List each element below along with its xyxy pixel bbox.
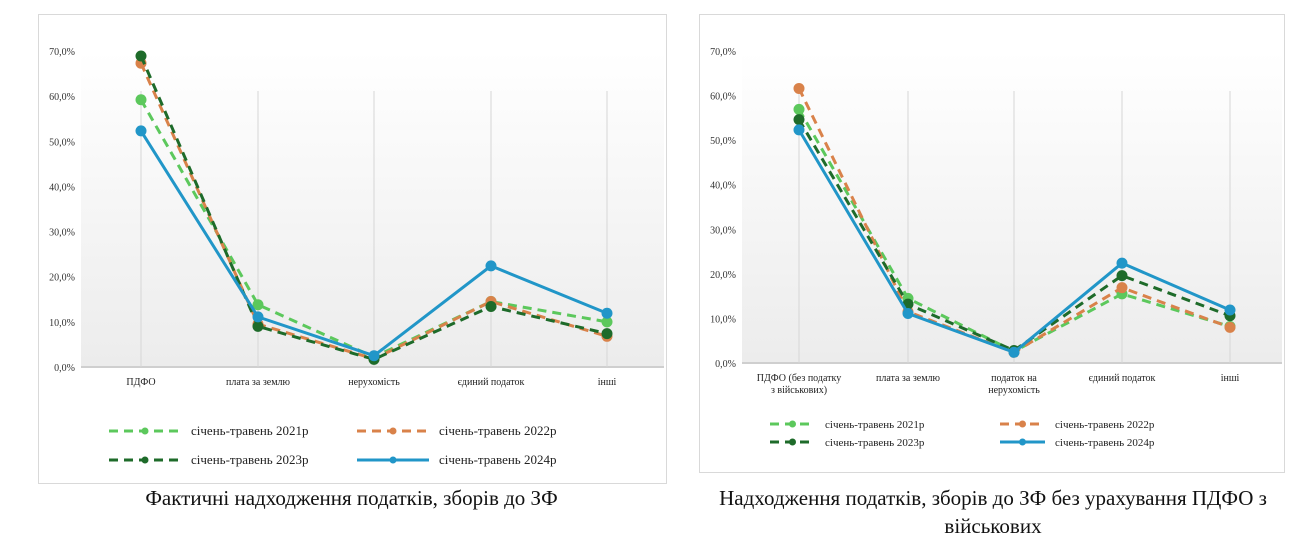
data-point [793,103,805,115]
legend-swatch-marker [1019,438,1026,446]
legend-swatch-marker [1019,420,1026,428]
y-tick-label: 30,0% [710,225,736,236]
data-point [252,299,264,311]
data-point [1116,270,1128,282]
chart-revenues-without-military-pdfo: 0,0% 10,0% 20,0% 30,0% 40,0% 50,0% 60,0% 70,0% П… [699,14,1285,473]
x-tick-label: ПДФО [126,377,155,388]
y-tick-label: 20,0% [49,273,75,284]
x-tick-label: інші [598,377,617,388]
data-point [485,260,497,272]
x-tick-label: плата за землю [226,377,291,388]
data-point [793,124,805,136]
data-point [793,82,805,94]
data-point [485,301,497,313]
plot-area [81,51,664,367]
plot-area [742,51,1282,363]
legend-label: січень-травень 2023р [191,452,308,467]
y-tick-label: 50,0% [710,136,736,147]
x-tick-label: з військових) [771,385,827,396]
y-tick-label: 10,0% [49,318,75,329]
x-tick-label: єдиний податок [1089,373,1156,384]
y-tick-label: 60,0% [49,92,75,103]
y-tick-label: 60,0% [710,92,736,103]
chart-caption: Надходження податків, зборів до ЗФ без у… [719,486,1267,538]
data-point [135,125,147,137]
data-point [601,328,613,340]
data-point [135,50,147,62]
y-tick-label: 20,0% [710,270,736,281]
y-tick-label: 40,0% [710,181,736,192]
x-tick-label: податок на [991,373,1037,384]
data-point [252,320,264,332]
legend-label: січень-травень 2021р [191,423,308,438]
data-point [1008,346,1020,358]
data-point [902,308,914,320]
y-tick-label: 10,0% [710,314,736,325]
x-tick-label: нерухомість [988,385,1040,396]
data-point [1116,282,1128,294]
legend-label: січень-травень 2021р [825,419,925,431]
y-tick-label: 70,0% [710,47,736,58]
data-point [1224,321,1236,333]
data-point [1224,304,1236,316]
y-tick-label: 40,0% [49,182,75,193]
y-tick-label: 70,0% [49,47,75,58]
legend-swatch-marker [141,456,149,464]
legend-swatch-marker [789,438,796,446]
chart-fact-revenues: 0,0% 10,0% 20,0% 30,0% 40,0% 50,0% 60,0% 70,0% П… [38,14,667,484]
chart-svg: 0,0% 10,0% 20,0% 30,0% 40,0% 50,0% 60,0% 70,0% П… [49,47,664,467]
y-tick-label: 50,0% [49,137,75,148]
chart-caption: Фактичні надходження податків, зборів до… [145,486,558,510]
y-tick-label: 0,0% [715,359,736,370]
y-tick-label: 30,0% [49,228,75,239]
legend-label: січень-травень 2022р [1055,419,1155,431]
x-tick-label: ПДФО (без податку [757,373,842,384]
x-tick-label: єдиний податок [458,377,525,388]
data-point [601,307,613,319]
x-tick-label: нерухомість [348,377,400,388]
legend-label: січень-травень 2023р [825,437,925,449]
legend-swatch-marker [389,456,397,464]
legend-label: січень-травень 2024р [439,452,556,467]
y-tick-label: 0,0% [54,363,75,374]
data-point [368,350,380,362]
data-point [1116,257,1128,269]
x-tick-label: інші [1221,373,1240,384]
data-point [793,114,805,126]
data-point [601,316,613,328]
legend-swatch-marker [141,427,149,435]
legend-label: січень-травень 2022р [439,423,556,438]
series-line-3 [139,55,608,361]
x-tick-label: плата за землю [876,373,941,384]
data-point [135,94,147,106]
chart-svg: 0,0% 10,0% 20,0% 30,0% 40,0% 50,0% 60,0% 70,0% П… [710,47,1282,449]
legend-label: січень-травень 2024р [1055,437,1155,449]
legend-swatch-marker [389,427,397,435]
data-point [252,311,264,323]
legend-swatch-marker [789,420,796,428]
